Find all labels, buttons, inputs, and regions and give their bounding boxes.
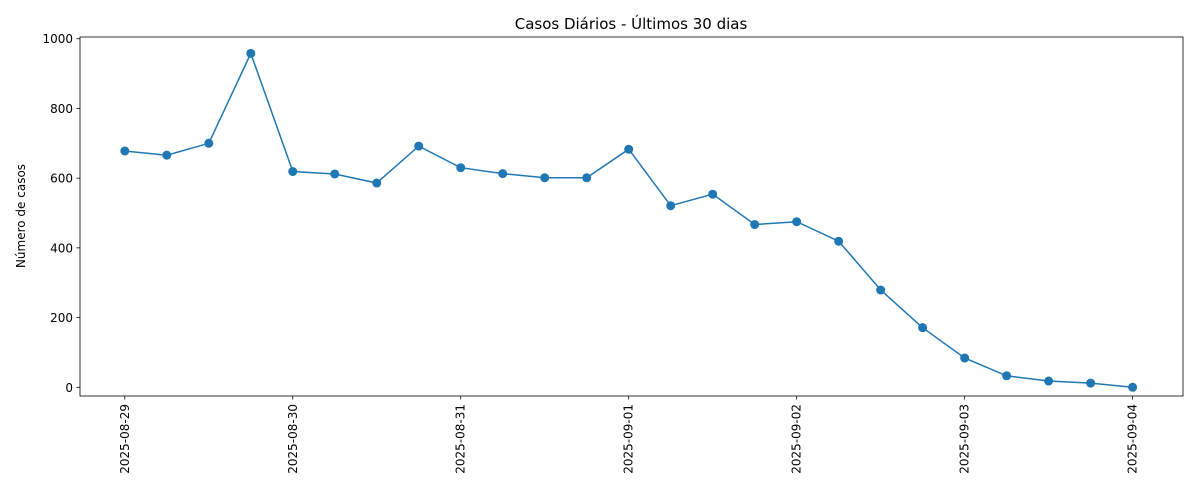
data-point <box>120 146 130 156</box>
data-point <box>288 167 298 177</box>
data-point <box>246 48 256 58</box>
y-tick-label: 600 <box>50 172 73 186</box>
data-point <box>204 138 214 148</box>
data-point <box>876 285 886 295</box>
data-point <box>918 323 928 333</box>
x-tick-label: 2025-08-29 <box>118 404 132 474</box>
y-tick-label: 200 <box>50 311 73 325</box>
data-point <box>372 178 382 188</box>
y-axis-label: Número de casos <box>14 164 28 268</box>
chart-title: Casos Diários - Últimos 30 dias <box>515 14 748 33</box>
x-tick-label: 2025-09-04 <box>1126 404 1140 474</box>
data-point <box>330 169 340 179</box>
x-tick-label: 2025-08-30 <box>286 404 300 474</box>
data-point <box>1128 382 1138 392</box>
data-point <box>960 353 970 363</box>
data-point <box>750 220 760 230</box>
data-point <box>1086 378 1096 388</box>
data-point <box>540 173 550 183</box>
data-point <box>414 141 424 151</box>
series-group <box>120 48 1138 392</box>
y-axis: 0 200 400 600 800 1000 <box>42 32 80 395</box>
x-tick-label: 2025-09-01 <box>622 404 636 474</box>
data-point <box>456 163 466 173</box>
data-point <box>834 236 844 246</box>
data-point <box>708 189 718 199</box>
y-tick-label: 0 <box>65 381 73 395</box>
data-point <box>498 169 508 179</box>
data-point <box>1002 371 1012 381</box>
y-tick-label: 400 <box>50 241 73 255</box>
data-point <box>792 217 802 227</box>
data-point <box>1044 376 1054 386</box>
data-point <box>582 173 592 183</box>
x-tick-label: 2025-09-03 <box>958 404 972 474</box>
x-tick-label: 2025-09-02 <box>790 404 804 474</box>
x-axis: 2025-08-29 2025-08-30 2025-08-31 2025-09-01… <box>118 396 1140 474</box>
series-line <box>124 51 1133 389</box>
plot-frame <box>79 36 1184 397</box>
y-tick-label: 1000 <box>42 32 73 46</box>
data-point <box>162 150 172 160</box>
x-tick-label: 2025-08-31 <box>454 404 468 474</box>
y-tick-label: 800 <box>50 102 73 116</box>
data-point <box>666 201 676 211</box>
data-point <box>624 144 634 154</box>
